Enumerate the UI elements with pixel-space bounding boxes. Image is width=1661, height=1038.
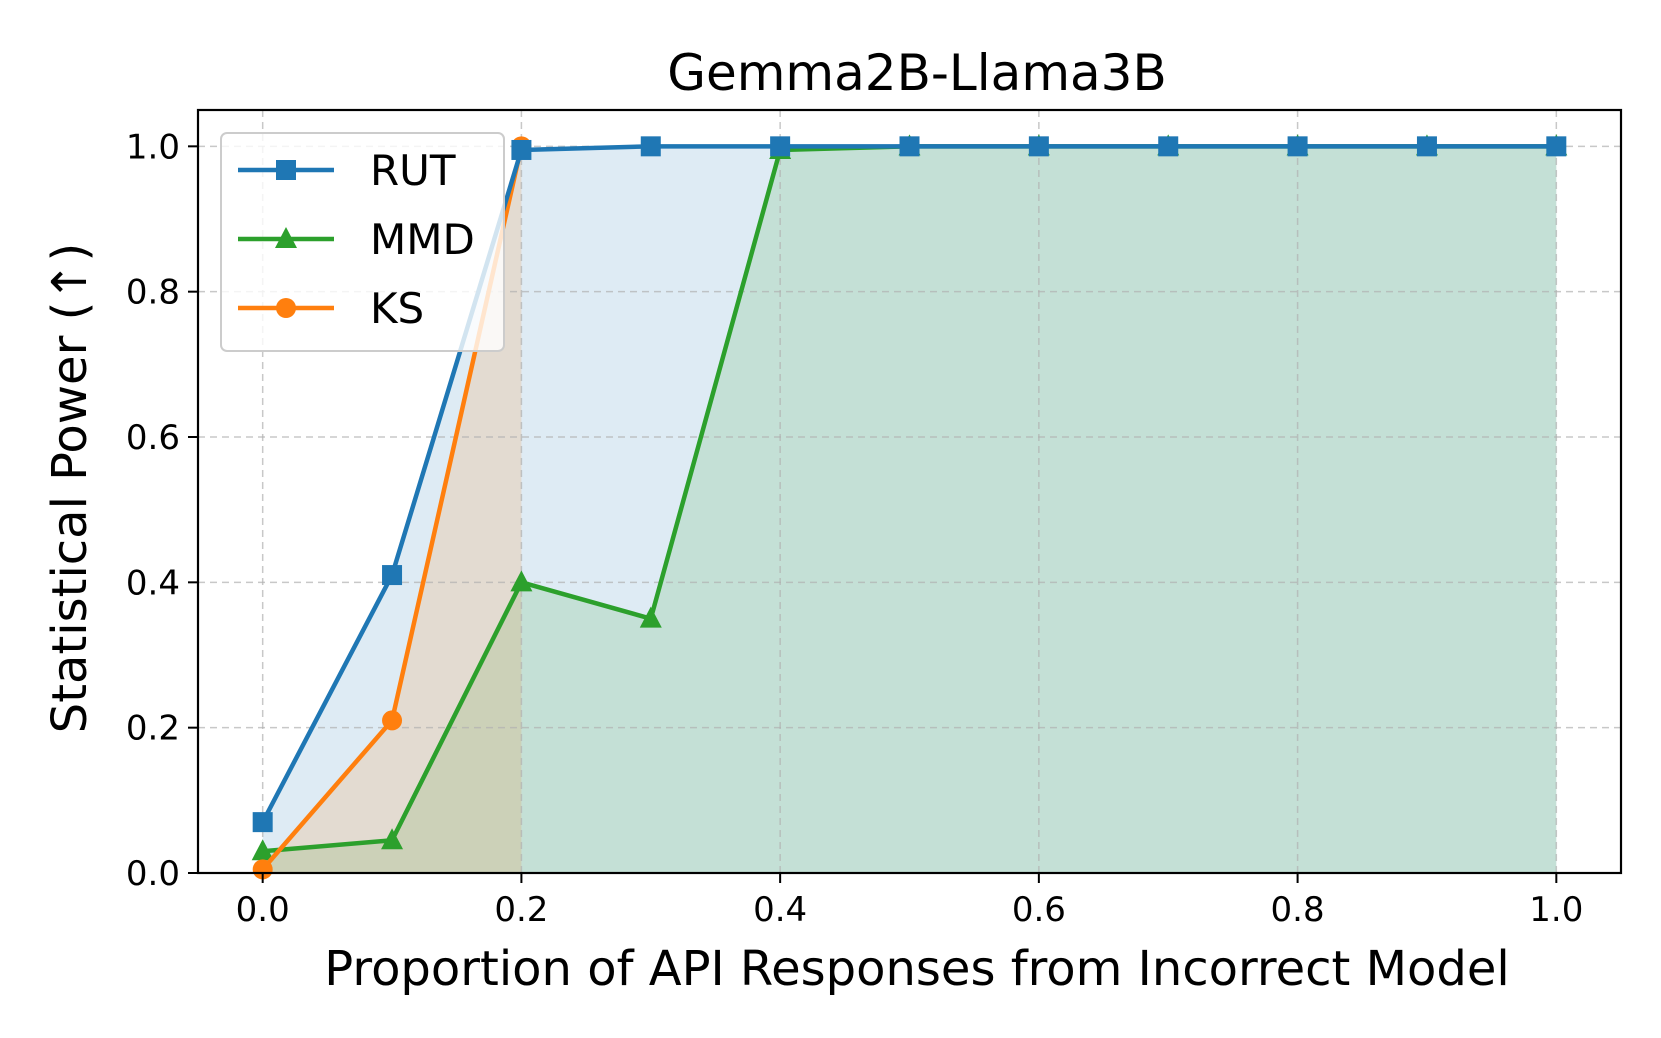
- area-ks: [262, 146, 522, 874]
- x-tick-label: 1.0: [1529, 890, 1583, 930]
- y-tick-label: 0.2: [126, 709, 180, 749]
- y-axis-ticks: 0.0 0.2 0.4 0.6 0.8 1.0: [126, 127, 198, 894]
- point-ks: [382, 710, 403, 731]
- point-mmd: [639, 606, 662, 628]
- point-rut: [252, 812, 273, 833]
- point-rut: [1416, 136, 1437, 157]
- x-tick-label: 0.8: [1271, 890, 1325, 930]
- point-rut: [1028, 136, 1049, 157]
- legend-marker-rut: [276, 160, 296, 180]
- point-mmd: [381, 828, 404, 850]
- point-rut: [899, 136, 920, 157]
- x-axis-label: Proportion of API Responses from Incorre…: [324, 941, 1509, 997]
- area-rut: [262, 146, 1557, 874]
- plot-frame: [196, 108, 1623, 875]
- area-mmd: [262, 146, 1557, 874]
- point-rut: [640, 136, 661, 157]
- legend-marker-mmd: [275, 227, 297, 248]
- point-rut: [770, 136, 791, 157]
- legend-marker-ks: [276, 298, 296, 318]
- point-rut: [382, 565, 403, 586]
- point-rut: [1158, 136, 1179, 157]
- area-fills: [262, 146, 1557, 874]
- y-tick-label: 0.0: [126, 854, 180, 894]
- point-rut: [1546, 136, 1567, 157]
- point-rut: [511, 139, 532, 160]
- y-axis-label: Statistical Power (↑): [42, 243, 98, 733]
- y-tick-label: 0.6: [126, 418, 180, 458]
- x-tick-label: 0.0: [236, 890, 290, 930]
- legend-label-rut: RUT: [370, 146, 456, 195]
- legend-label-mmd: MMD: [370, 215, 475, 264]
- point-mmd: [251, 839, 274, 861]
- y-tick-label: 0.8: [126, 273, 180, 313]
- x-tick-label: 0.2: [494, 890, 548, 930]
- point-ks: [252, 859, 273, 880]
- legend-box: [220, 132, 505, 352]
- x-tick-label: 0.4: [753, 890, 807, 930]
- x-axis-ticks: 0.0 0.2 0.4 0.6 0.8 1.0: [236, 873, 1583, 930]
- point-rut: [1287, 136, 1308, 157]
- y-tick-label: 0.4: [126, 563, 180, 603]
- legend: RUT MMD KS: [220, 132, 505, 352]
- x-tick-label: 0.6: [1012, 890, 1066, 930]
- legend-label-ks: KS: [370, 284, 424, 333]
- point-mmd: [510, 570, 533, 592]
- chart-title: Gemma2B-Llama3B: [667, 44, 1167, 102]
- y-tick-label: 1.0: [126, 127, 180, 167]
